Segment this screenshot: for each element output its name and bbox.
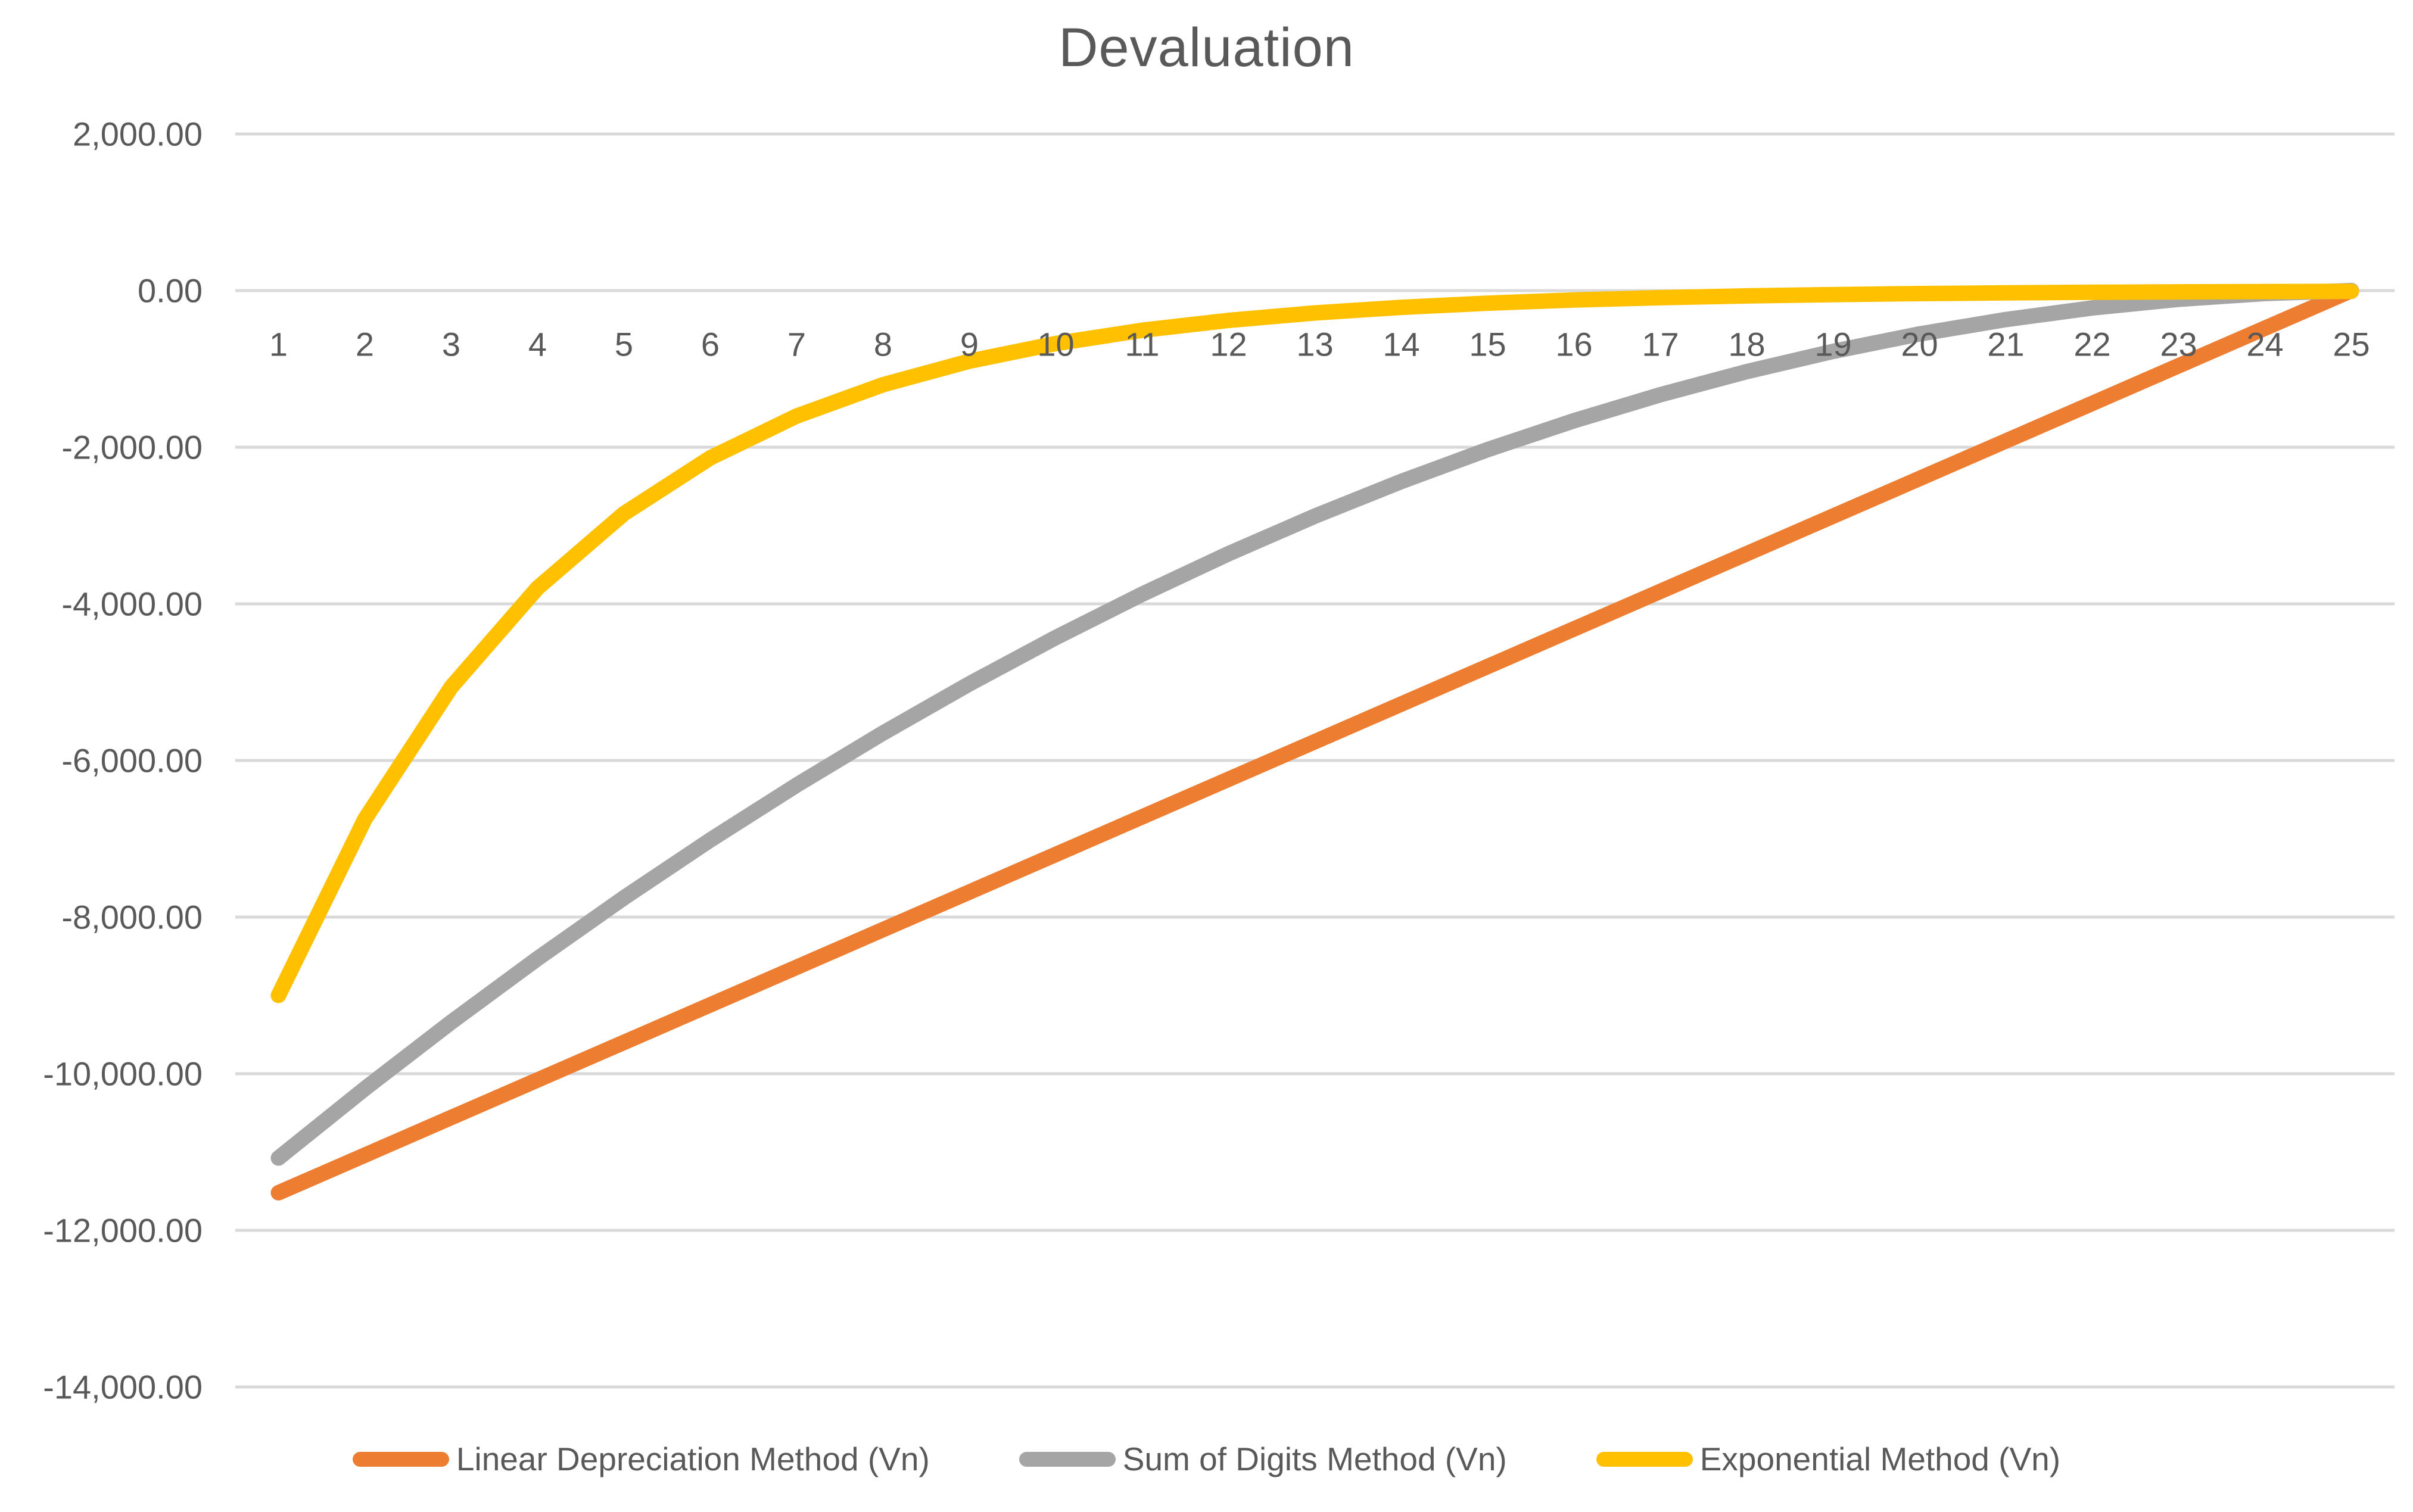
y-tick-label: 2,000.00 (73, 116, 203, 153)
y-tick-label: -2,000.00 (61, 429, 203, 466)
series-line-1 (270, 283, 2359, 1166)
legend-label-1: Sum of Digits Method (Vn) (1122, 1441, 1507, 1477)
y-tick-label: -14,000.00 (43, 1368, 203, 1406)
y-axis-labels: 2,000.00 0.00 -2,000.00 -4,000.00 -6,000.00 -… (43, 116, 203, 1406)
x-tick-label: 7 (787, 326, 806, 363)
legend: Linear Depreciation Method (Vn) Sum of Di… (0, 1440, 2413, 1478)
x-tick-label: 16 (1555, 326, 1592, 363)
x-tick-label: 3 (442, 326, 460, 363)
legend-item-1: Sum of Digits Method (Vn) (1019, 1440, 1507, 1478)
x-tick-label: 12 (1210, 326, 1247, 363)
x-tick-label: 24 (2246, 326, 2283, 363)
legend-label-0: Linear Depreciation Method (Vn) (456, 1441, 930, 1477)
x-tick-label: 9 (960, 326, 979, 363)
legend-item-0: Linear Depreciation Method (Vn) (352, 1440, 930, 1478)
series-line-0 (270, 283, 2359, 1201)
x-tick-label: 22 (2073, 326, 2110, 363)
x-tick-label: 4 (528, 326, 547, 363)
x-tick-label: 25 (2333, 326, 2370, 363)
x-tick-label: 17 (1642, 326, 1679, 363)
x-tick-label: 11 (1125, 326, 1159, 363)
x-tick-label: 8 (874, 326, 892, 363)
y-tick-label: -8,000.00 (61, 899, 203, 936)
x-tick-label: 5 (615, 326, 633, 363)
gridlines (235, 132, 2395, 1389)
y-tick-label: -6,000.00 (61, 742, 203, 780)
x-tick-label: 13 (1296, 326, 1333, 363)
x-tick-label: 15 (1469, 326, 1506, 363)
legend-swatch-0 (352, 1451, 449, 1467)
series-line-2 (270, 283, 2359, 1003)
legend-swatch-1 (1019, 1451, 1116, 1467)
x-tick-label: 23 (2160, 326, 2197, 363)
chart-title: Devaluation (1058, 17, 1355, 78)
series-lines (270, 283, 2359, 1201)
y-tick-label: -12,000.00 (43, 1212, 203, 1249)
x-tick-label: 14 (1383, 326, 1419, 363)
y-tick-label: -10,000.00 (43, 1055, 203, 1093)
x-tick-label: 2 (356, 326, 374, 363)
x-tick-label: 18 (1728, 326, 1765, 363)
x-tick-label: 21 (1987, 326, 2024, 363)
x-tick-label: 20 (1901, 326, 1938, 363)
legend-label-2: Exponential Method (Vn) (1699, 1441, 2061, 1477)
x-tick-label: 10 (1037, 326, 1074, 363)
x-tick-label: 19 (1814, 326, 1851, 363)
x-tick-label: 1 (269, 326, 288, 363)
x-axis-labels: 1 2 3 4 5 6 7 8 9 10 11 12 13 14 15 16 17 18 19 20 21 22 23 24 2… (269, 326, 2370, 363)
x-tick-label: 6 (701, 326, 720, 363)
legend-swatch-2 (1596, 1451, 1693, 1467)
legend-item-2: Exponential Method (Vn) (1596, 1440, 2060, 1478)
y-tick-label: -4,000.00 (61, 585, 203, 623)
y-tick-label: 0.00 (138, 272, 203, 310)
